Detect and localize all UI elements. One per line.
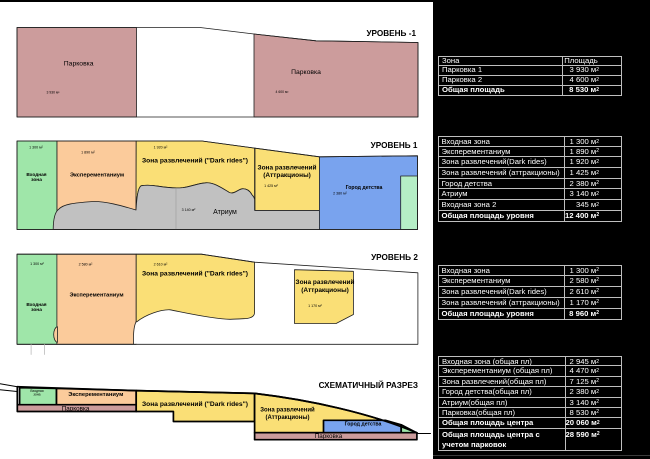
svg-text:УРОВЕНЬ 1: УРОВЕНЬ 1 xyxy=(371,141,418,150)
svg-text:Зона развлечений: Зона развлечений xyxy=(258,163,317,171)
svg-text:(Аттракционы): (Аттракционы) xyxy=(263,172,311,179)
svg-text:2 610 м²: 2 610 м² xyxy=(154,262,168,266)
svg-text:зона: зона xyxy=(31,308,42,313)
svg-text:Парковка: Парковка xyxy=(291,69,321,76)
svg-text:Зона развлечений: Зона развлечений xyxy=(260,407,315,414)
svg-text:Город детства: Город детства xyxy=(346,185,383,191)
svg-text:(Аттракционы): (Аттракционы) xyxy=(266,415,310,421)
svg-text:1 920 м²: 1 920 м² xyxy=(154,145,168,149)
svg-text:Эксперементаниум: Эксперементаниум xyxy=(69,293,123,299)
svg-text:1 300 м²: 1 300 м² xyxy=(30,262,44,266)
svg-text:УРОВЕНЬ 2: УРОВЕНЬ 2 xyxy=(371,253,418,262)
svg-text:2 380 м²: 2 380 м² xyxy=(333,192,347,196)
svg-text:3 140 м²: 3 140 м² xyxy=(182,208,196,212)
svg-text:Город детства: Город детства xyxy=(345,422,382,428)
svg-text:Атриум: Атриум xyxy=(213,209,237,216)
svg-text:2 580 м²: 2 580 м² xyxy=(79,263,93,267)
svg-text:3 930 м²: 3 930 м² xyxy=(47,91,61,95)
svg-text:1 170 м²: 1 170 м² xyxy=(308,304,322,308)
svg-text:Входная: Входная xyxy=(26,172,46,178)
svg-text:Зона развлечений ("Dark rides": Зона развлечений ("Dark rides") xyxy=(142,156,248,164)
svg-text:Парковка: Парковка xyxy=(315,433,343,440)
svg-text:(Аттракционы): (Аттракционы) xyxy=(301,287,349,294)
svg-text:зона: зона xyxy=(31,178,42,183)
svg-text:Парковка: Парковка xyxy=(64,61,94,68)
svg-text:Входная: Входная xyxy=(30,389,43,393)
svg-text:1 300 м²: 1 300 м² xyxy=(29,146,43,150)
svg-text:Зона развлечений: Зона развлечений xyxy=(296,278,355,286)
svg-text:Эксперементаниум: Эксперементаниум xyxy=(70,173,124,179)
svg-text:Эксперементаниум: Эксперементаниум xyxy=(68,392,123,398)
svg-text:зона: зона xyxy=(33,392,40,396)
svg-text:Зона развлечений ("Dark rides": Зона развлечений ("Dark rides") xyxy=(142,270,248,278)
svg-text:УРОВЕНЬ -1: УРОВЕНЬ -1 xyxy=(366,29,416,38)
svg-text:Парковка: Парковка xyxy=(62,405,90,412)
svg-text:4 600 м²: 4 600 м² xyxy=(276,90,290,94)
svg-text:1 890 м²: 1 890 м² xyxy=(81,150,95,154)
svg-text:Входная: Входная xyxy=(26,302,46,308)
svg-text:Зона развлечений ("Dark rides": Зона развлечений ("Dark rides") xyxy=(142,400,248,408)
svg-text:1 425 м²: 1 425 м² xyxy=(264,184,278,188)
svg-text:СХЕМАТИЧНЫЙ РАЗРЕЗ: СХЕМАТИЧНЫЙ РАЗРЕЗ xyxy=(319,379,418,390)
